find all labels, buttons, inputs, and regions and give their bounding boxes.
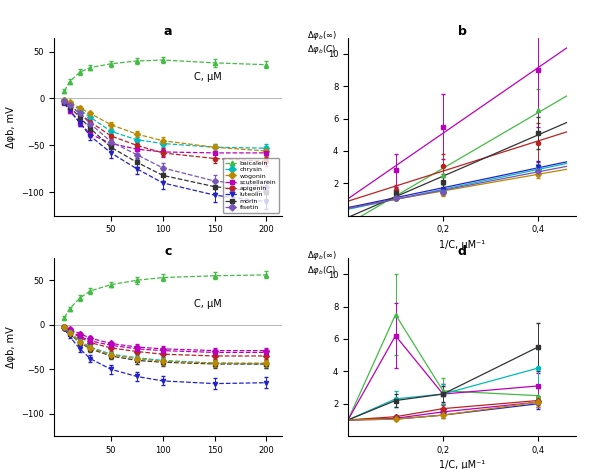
Text: $\Delta\varphi_b(\infty)$
$\Delta\varphi_b(C)$: $\Delta\varphi_b(\infty)$ $\Delta\varphi… — [307, 29, 337, 56]
Legend: baicalein, chrysin, wogonin, scutellarein, apigenin, luteolin, morin, fisetin: baicalein, chrysin, wogonin, scutellarei… — [223, 158, 279, 212]
Text: C, μM: C, μM — [194, 299, 221, 309]
Y-axis label: Δφb, mV: Δφb, mV — [6, 106, 16, 148]
Y-axis label: Δφb, mV: Δφb, mV — [6, 326, 16, 368]
Title: d: d — [458, 245, 466, 258]
Title: c: c — [164, 245, 172, 258]
Text: $\Delta\varphi_b(\infty)$
$\Delta\varphi_b(C)$: $\Delta\varphi_b(\infty)$ $\Delta\varphi… — [307, 249, 337, 277]
Text: C, μM: C, μM — [194, 72, 221, 82]
X-axis label: 1/C, μM⁻¹: 1/C, μM⁻¹ — [439, 461, 485, 469]
Title: a: a — [164, 24, 172, 38]
Title: b: b — [458, 24, 466, 38]
X-axis label: 1/C, μM⁻¹: 1/C, μM⁻¹ — [439, 240, 485, 250]
